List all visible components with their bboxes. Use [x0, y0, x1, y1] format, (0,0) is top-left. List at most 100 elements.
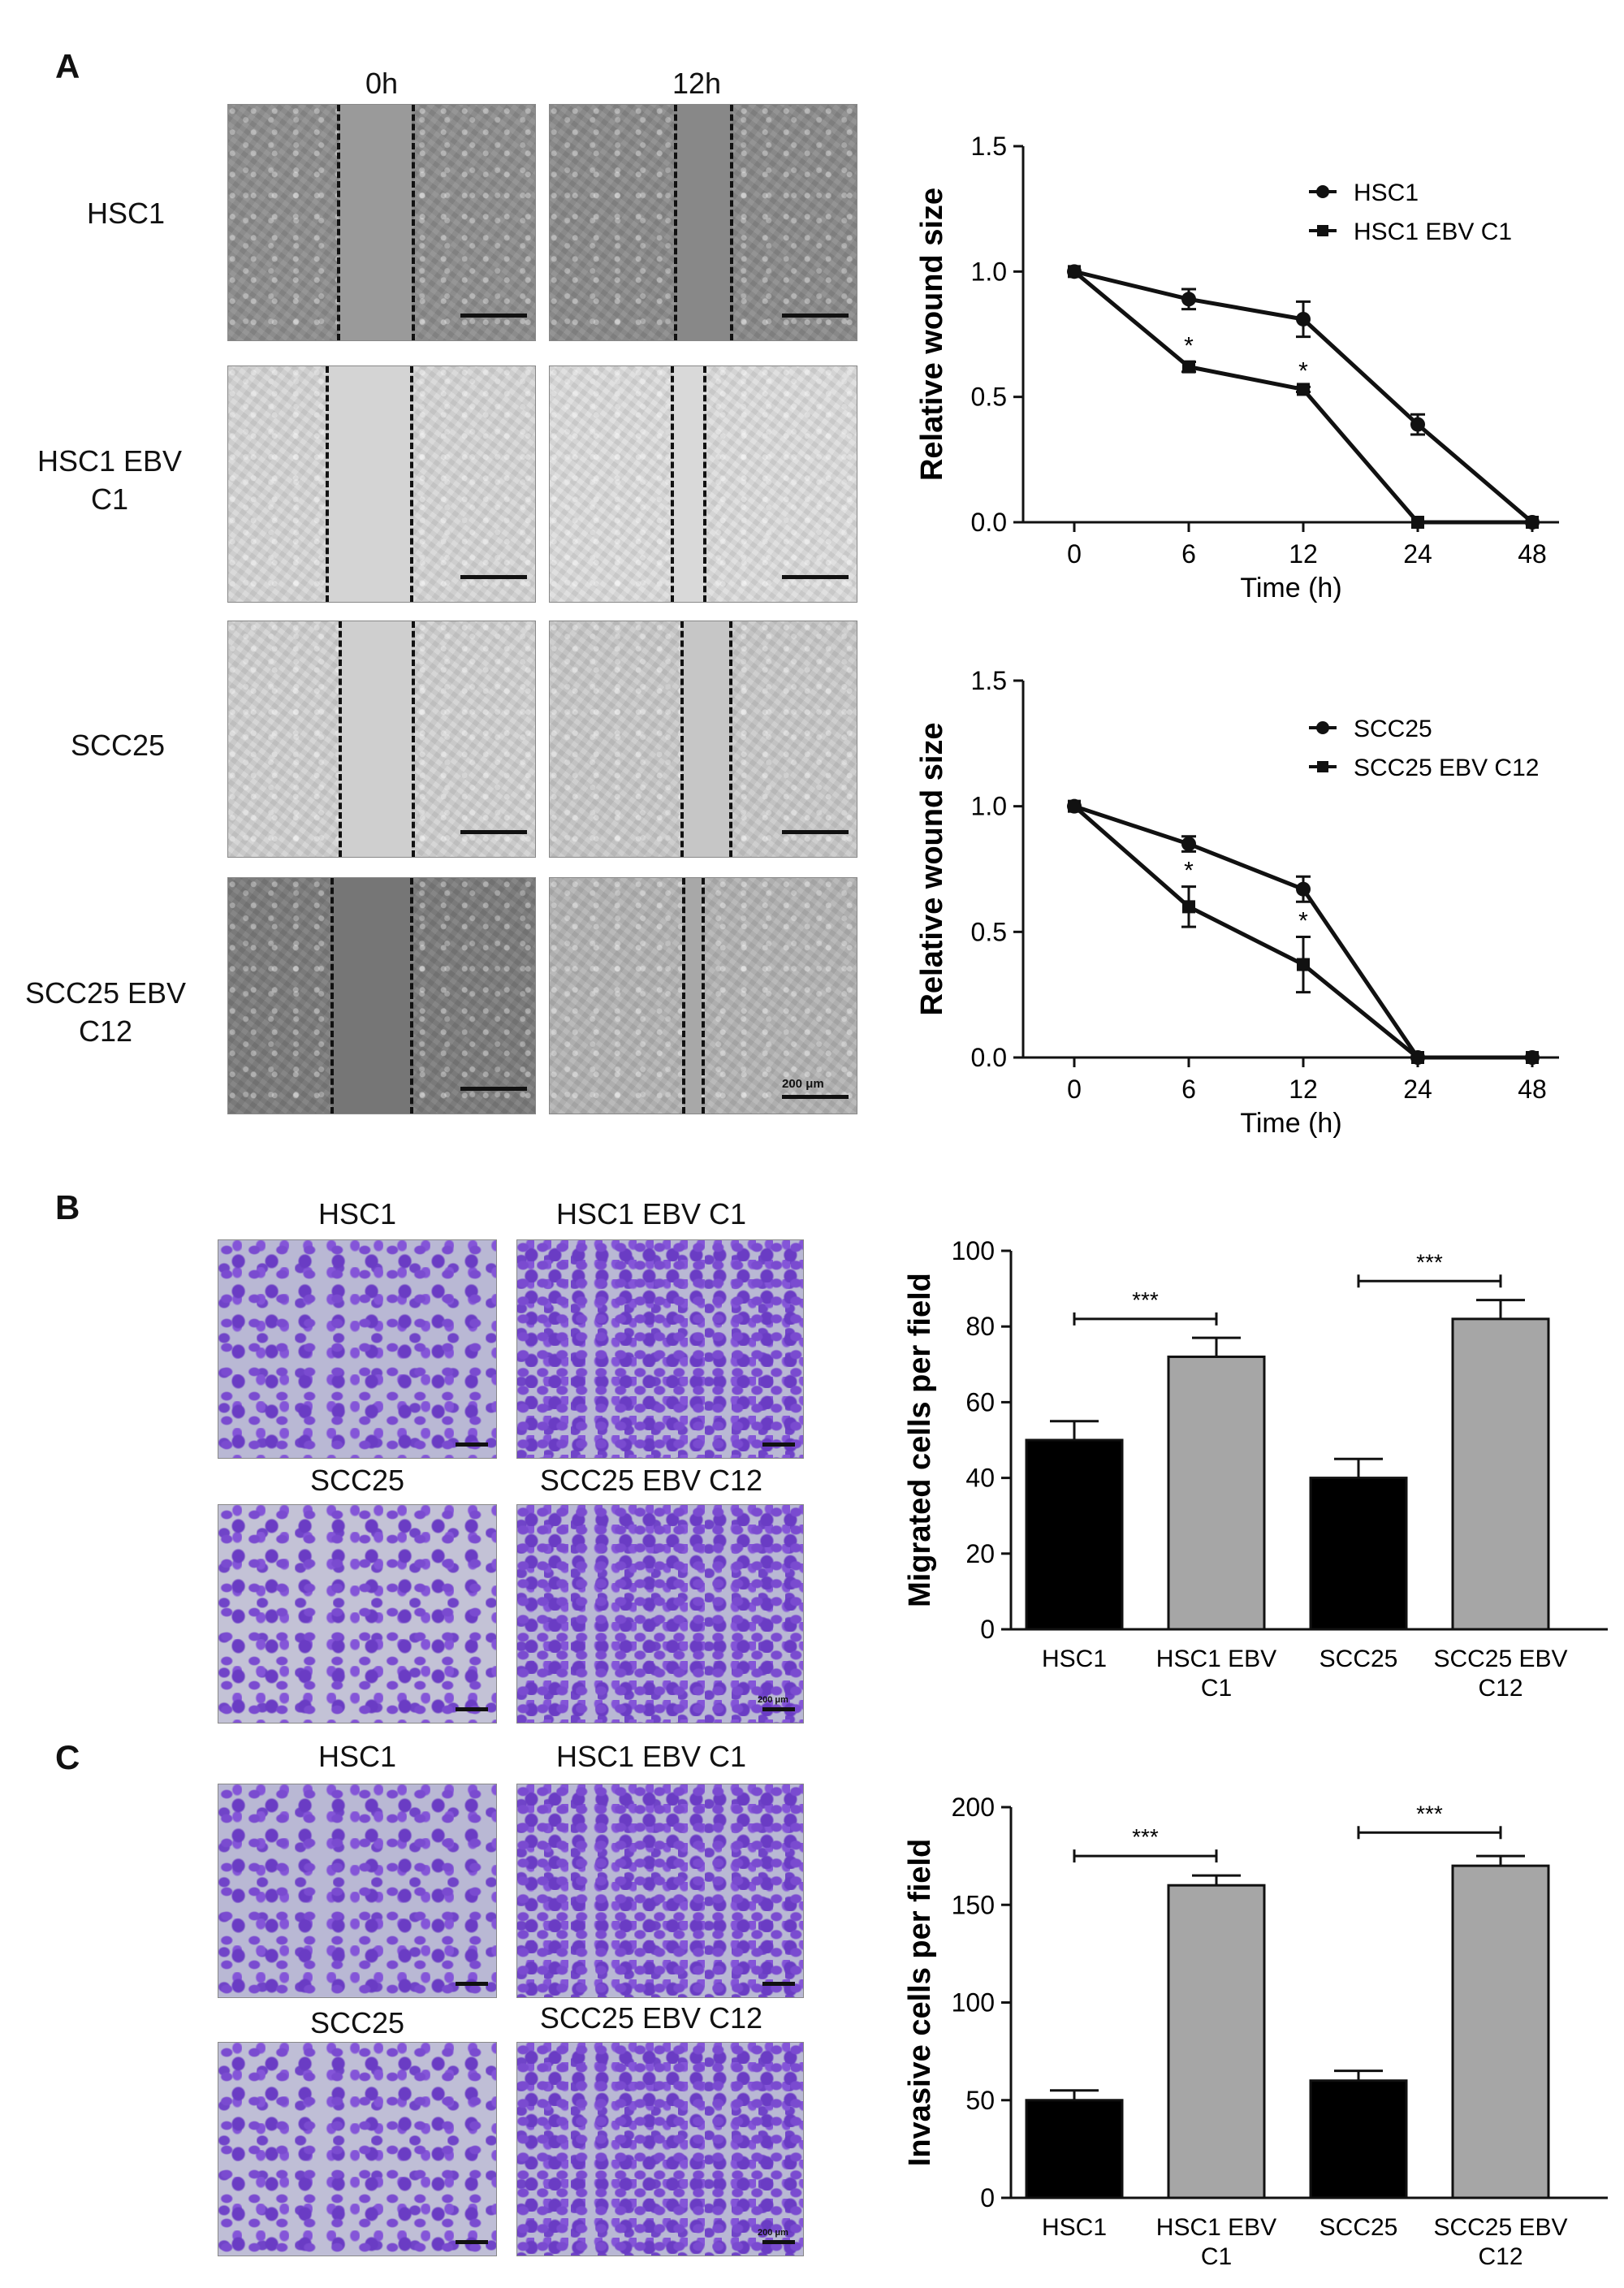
- y-axis-label: Migrated cells per field: [903, 1273, 937, 1607]
- x-axis-label: Time (h): [1240, 573, 1341, 603]
- data-point: [1182, 360, 1195, 374]
- x-tick-label: SCC25: [1320, 2214, 1398, 2241]
- y-tick-label: 60: [965, 1387, 995, 1416]
- x-tick-label: C12: [1478, 1675, 1522, 1702]
- panel-letter-c: C: [55, 1738, 80, 1776]
- bar: [1309, 2079, 1408, 2199]
- y-tick-label: 20: [965, 1539, 995, 1568]
- invasion-bar-chart: 0 50 100 150 200 Invasive cells per field HSC1…: [903, 1793, 1608, 2270]
- legend-marker: [1316, 185, 1329, 198]
- micrograph-hsc1-12h: [549, 104, 857, 341]
- x-tick-label: 6: [1181, 1075, 1196, 1104]
- legend-label: SCC25: [1354, 716, 1432, 742]
- y-axis-label: Invasive cells per field: [903, 1839, 937, 2166]
- significance-marker: ***: [1132, 1287, 1159, 1313]
- data-point: [1297, 383, 1310, 396]
- data-point: [1526, 1051, 1539, 1064]
- bar: [1025, 1438, 1124, 1631]
- row-label-scc25-ebv-c12: SCC25 EBV C12: [24, 976, 187, 1048]
- transwell-c-scc25-ebv-c12: 200 μm: [516, 2042, 804, 2256]
- transwell-b-scc25-ebv-c12: 200 μm: [516, 1504, 804, 1724]
- y-tick-label: 150: [952, 1890, 995, 1919]
- bar: [1451, 1317, 1550, 1631]
- x-axis-label: Time (h): [1240, 1108, 1341, 1139]
- y-tick-label: 50: [965, 2086, 995, 2115]
- data-point: [1411, 1051, 1424, 1064]
- x-tick-label: HSC1: [1042, 2214, 1107, 2241]
- x-tick-label: 0: [1067, 539, 1082, 569]
- y-tick-label: 0.5: [971, 383, 1007, 412]
- micrograph-hsc1-ebv-c1-0h: [227, 365, 536, 603]
- wound-chart-hsc1: 0.0 0.5 1.0 1.5 0 6 12 24 48 Time (h) Relative wou…: [915, 132, 1559, 603]
- significance-marker: ***: [1132, 1824, 1159, 1849]
- migration-bar-chart: 0 20 40 60 80 100 Migrated cells per field HSC1…: [903, 1236, 1608, 1702]
- column-header-0h: 0h: [365, 67, 399, 100]
- x-tick-label: 12: [1289, 539, 1318, 569]
- micrograph-scc25-ebv-c12-0h: [227, 877, 536, 1114]
- y-tick-label: 1.0: [971, 257, 1007, 286]
- y-tick-label: 1.0: [971, 792, 1007, 821]
- data-point: [1296, 311, 1311, 327]
- legend-label: HSC1: [1354, 179, 1419, 206]
- row-label-hsc1-ebv-c1: HSC1 EBV C1: [37, 444, 183, 516]
- legend-marker: [1317, 761, 1328, 772]
- y-tick-label: 0.0: [971, 1043, 1007, 1072]
- y-tick-label: 80: [965, 1312, 995, 1341]
- data-point: [1296, 881, 1311, 897]
- y-tick-label: 0.5: [971, 917, 1007, 946]
- y-tick-label: 1.5: [971, 132, 1007, 161]
- data-point: [1526, 516, 1539, 529]
- transwell-c-label-hsc1-ebv-c1: HSC1 EBV C1: [555, 1740, 747, 1773]
- y-axis-label: Relative wound size: [915, 722, 949, 1015]
- x-tick-label: HSC1 EBV: [1156, 2214, 1276, 2241]
- x-tick-label: C12: [1478, 2243, 1522, 2270]
- micrograph-scc25-ebv-c12-12h: 200 μm: [549, 877, 857, 1114]
- x-tick-label: SCC25 EBV: [1433, 2214, 1567, 2241]
- significance-marker: *: [1184, 332, 1194, 359]
- data-point: [1068, 265, 1081, 279]
- data-point: [1068, 799, 1081, 813]
- transwell-b-label-hsc1: HSC1: [317, 1197, 397, 1231]
- micrograph-hsc1-0h: [227, 104, 536, 341]
- x-tick-label: HSC1 EBV: [1156, 1646, 1276, 1672]
- transwell-c-label-scc25-ebv-c12: SCC25 EBV C12: [539, 2001, 763, 2035]
- y-tick-label: 1.5: [971, 666, 1007, 695]
- y-tick-label: 100: [952, 1236, 995, 1265]
- micrograph-scc25-12h: [549, 621, 857, 858]
- micrograph-scc25-0h: [227, 621, 536, 858]
- x-tick-label: SCC25 EBV: [1433, 1646, 1567, 1672]
- y-tick-label: 100: [952, 1988, 995, 2018]
- x-tick-label: 24: [1403, 1075, 1432, 1104]
- panel-letter-b: B: [55, 1188, 80, 1226]
- x-tick-label: 48: [1518, 539, 1547, 569]
- row-label-hsc1: HSC1: [86, 197, 166, 230]
- x-tick-label: 0: [1067, 1075, 1082, 1104]
- data-point: [1297, 958, 1310, 971]
- x-tick-label: HSC1: [1042, 1646, 1107, 1672]
- column-header-12h: 12h: [672, 67, 722, 100]
- legend-marker: [1317, 225, 1328, 236]
- row-label-scc25: SCC25: [70, 729, 166, 762]
- transwell-c-hsc1-ebv-c1: [516, 1784, 804, 1998]
- bar: [1167, 1884, 1266, 2199]
- transwell-b-hsc1: [218, 1239, 497, 1459]
- significance-marker: ***: [1416, 1801, 1443, 1826]
- transwell-b-scc25: [218, 1504, 497, 1724]
- legend-label: HSC1 EBV C1: [1354, 218, 1512, 245]
- x-tick-label: C1: [1201, 1675, 1232, 1702]
- wound-chart-scc25: 0.0 0.5 1.0 1.5 0 6 12 24 48 Time (h) Relative wou…: [915, 666, 1559, 1139]
- bar: [1309, 1477, 1408, 1631]
- significance-marker: *: [1298, 357, 1308, 384]
- transwell-b-label-scc25: SCC25: [309, 1464, 405, 1497]
- transwell-b-label-scc25-ebv-c12: SCC25 EBV C12: [539, 1464, 763, 1497]
- panel-letter-a: A: [55, 47, 80, 85]
- y-axis-label: Relative wound size: [915, 188, 949, 481]
- x-tick-label: 48: [1518, 1075, 1547, 1104]
- significance-marker: *: [1184, 858, 1194, 884]
- transwell-b-scale-label: 200 μm: [758, 1695, 788, 1705]
- significance-marker: ***: [1416, 1249, 1443, 1274]
- legend-marker: [1316, 721, 1329, 734]
- y-tick-label: 0: [980, 1615, 995, 1644]
- transwell-c-scale-label: 200 μm: [758, 2228, 788, 2238]
- data-point: [1181, 837, 1196, 852]
